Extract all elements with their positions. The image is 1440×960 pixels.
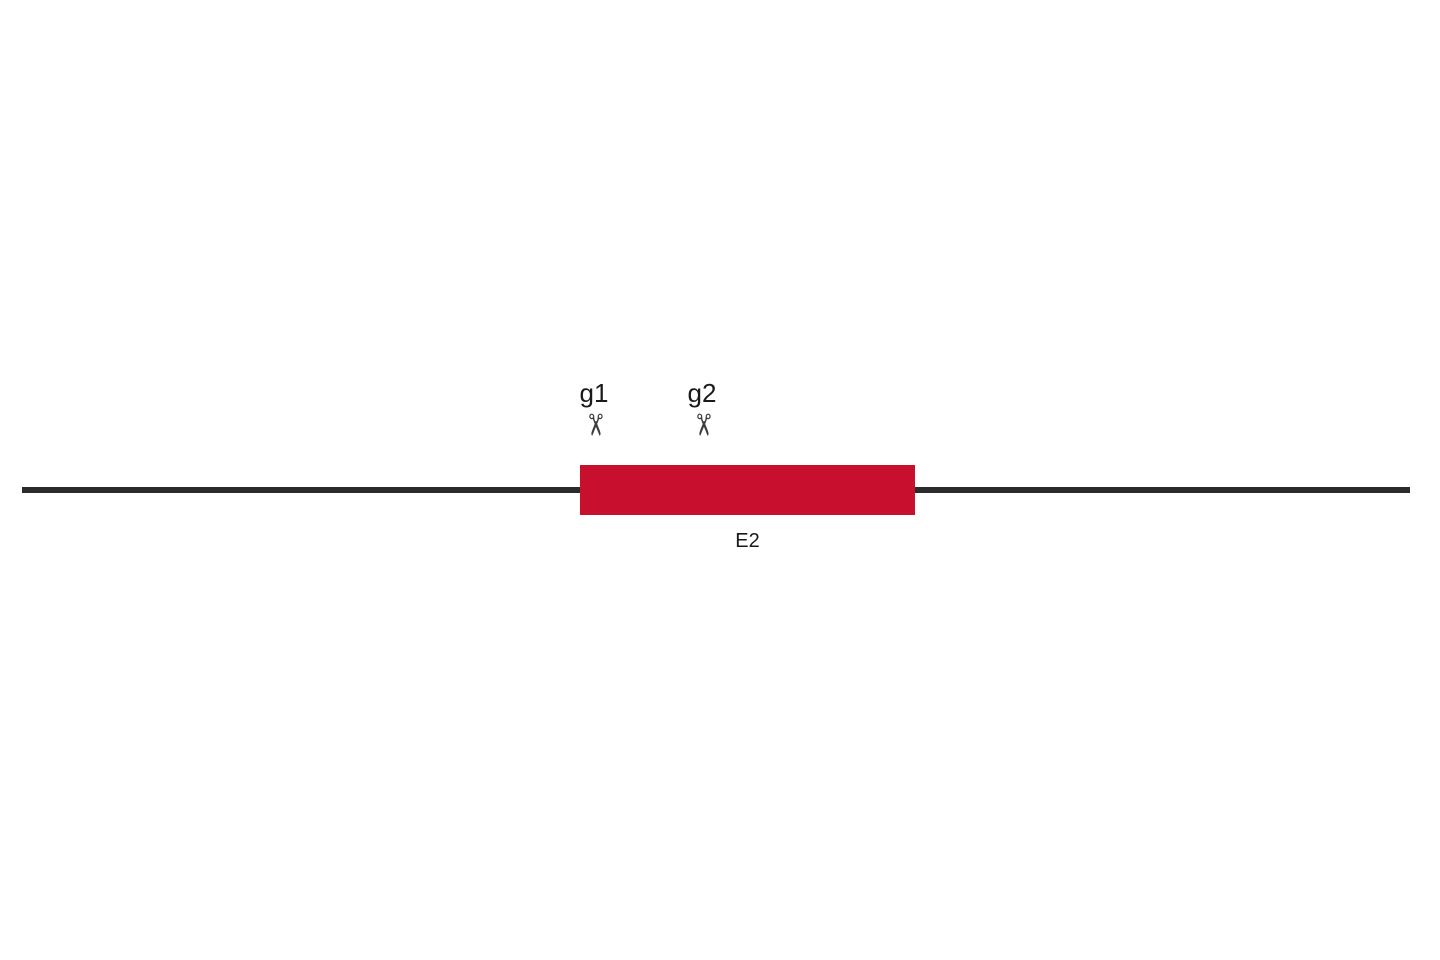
scissors-icon: ✂ bbox=[687, 412, 717, 437]
guide-label-g1: g1 bbox=[580, 378, 609, 409]
guide-label-g2: g2 bbox=[688, 378, 717, 409]
intron-line-right bbox=[915, 487, 1410, 493]
gene-diagram: E2 g1 ✂ g2 ✂ bbox=[0, 0, 1440, 960]
scissors-icon: ✂ bbox=[579, 412, 609, 437]
exon-box bbox=[580, 465, 915, 515]
exon-label: E2 bbox=[735, 530, 759, 553]
intron-line-left bbox=[22, 487, 580, 493]
